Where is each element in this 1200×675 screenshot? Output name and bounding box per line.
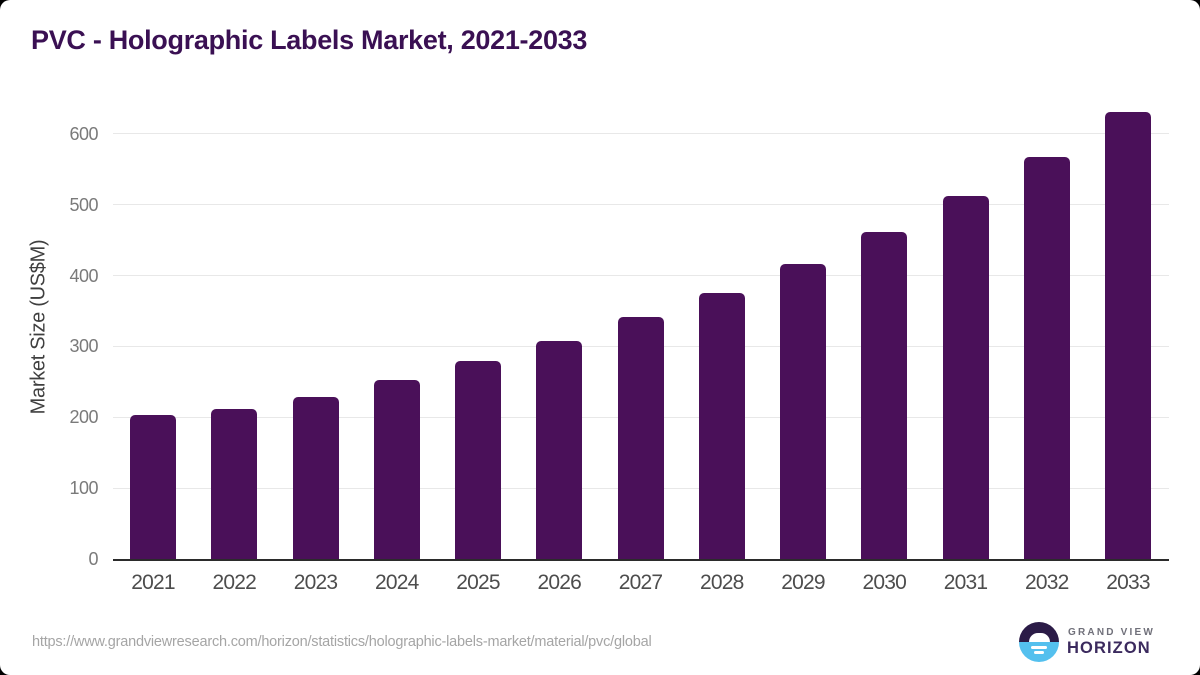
x-tick-label-2032: 2032 xyxy=(1024,571,1069,594)
logo-product-name: HORIZON xyxy=(1067,639,1151,657)
x-tick-label-2022: 2022 xyxy=(212,571,257,594)
bar-2025 xyxy=(455,361,501,559)
x-tick-label-2024: 2024 xyxy=(374,571,419,594)
gridline-400 xyxy=(113,275,1169,277)
bar-2022 xyxy=(211,408,258,559)
logo-brand-name: GRAND VIEW xyxy=(1068,627,1155,638)
bar-2023 xyxy=(292,396,339,559)
bar-2024 xyxy=(373,379,420,559)
bar-2029 xyxy=(780,264,826,559)
y-tick-label-0: 0 xyxy=(88,549,98,569)
bar-2026 xyxy=(536,340,583,559)
x-tick-label-2027: 2027 xyxy=(618,571,663,594)
x-tick-label-2028: 2028 xyxy=(699,571,744,594)
x-tick-label-2030: 2030 xyxy=(862,571,907,594)
bar-2031 xyxy=(942,196,989,559)
x-tick-label-2025: 2025 xyxy=(456,571,500,594)
horizon-sun-logo-icon xyxy=(1019,622,1059,662)
y-tick-label-500: 500 xyxy=(69,194,98,215)
x-tick-label-2021: 2021 xyxy=(131,571,175,594)
x-tick-label-2026: 2026 xyxy=(537,571,582,594)
bar-2032 xyxy=(1023,156,1070,559)
y-tick-label-600: 600 xyxy=(69,123,98,144)
bar-chart-plot-area: 0 100 200 300 400 500 600 2021 2022 2023 2024 2025 2… xyxy=(69,95,1169,593)
y-tick-label-400: 400 xyxy=(69,265,98,286)
gridline-600 xyxy=(113,133,1169,135)
bar-2027 xyxy=(617,317,664,559)
bar-2033 xyxy=(1105,112,1151,559)
chart-title: PVC - Holographic Labels Market, 2021-20… xyxy=(31,25,588,55)
grand-view-horizon-logo: GRAND VIEW HORIZON xyxy=(1019,622,1169,662)
bar-2030 xyxy=(861,232,908,559)
y-tick-label-200: 200 xyxy=(69,407,98,428)
logo-sun-dome xyxy=(1028,632,1050,642)
source-url: https://www.grandviewresearch.com/horizo… xyxy=(32,634,652,650)
bar-2021 xyxy=(130,414,176,559)
y-tick-label-300: 300 xyxy=(69,336,98,357)
logo-reflection-line-2 xyxy=(1034,650,1044,654)
logo-reflection-line-1 xyxy=(1031,645,1047,649)
bar-2028 xyxy=(698,292,745,559)
x-tick-label-2023: 2023 xyxy=(293,571,338,594)
gridline-500 xyxy=(113,204,1169,206)
y-tick-label-100: 100 xyxy=(69,478,98,499)
x-tick-label-2033: 2033 xyxy=(1106,571,1150,594)
x-tick-label-2029: 2029 xyxy=(781,571,825,594)
x-tick-label-2031: 2031 xyxy=(943,571,988,594)
